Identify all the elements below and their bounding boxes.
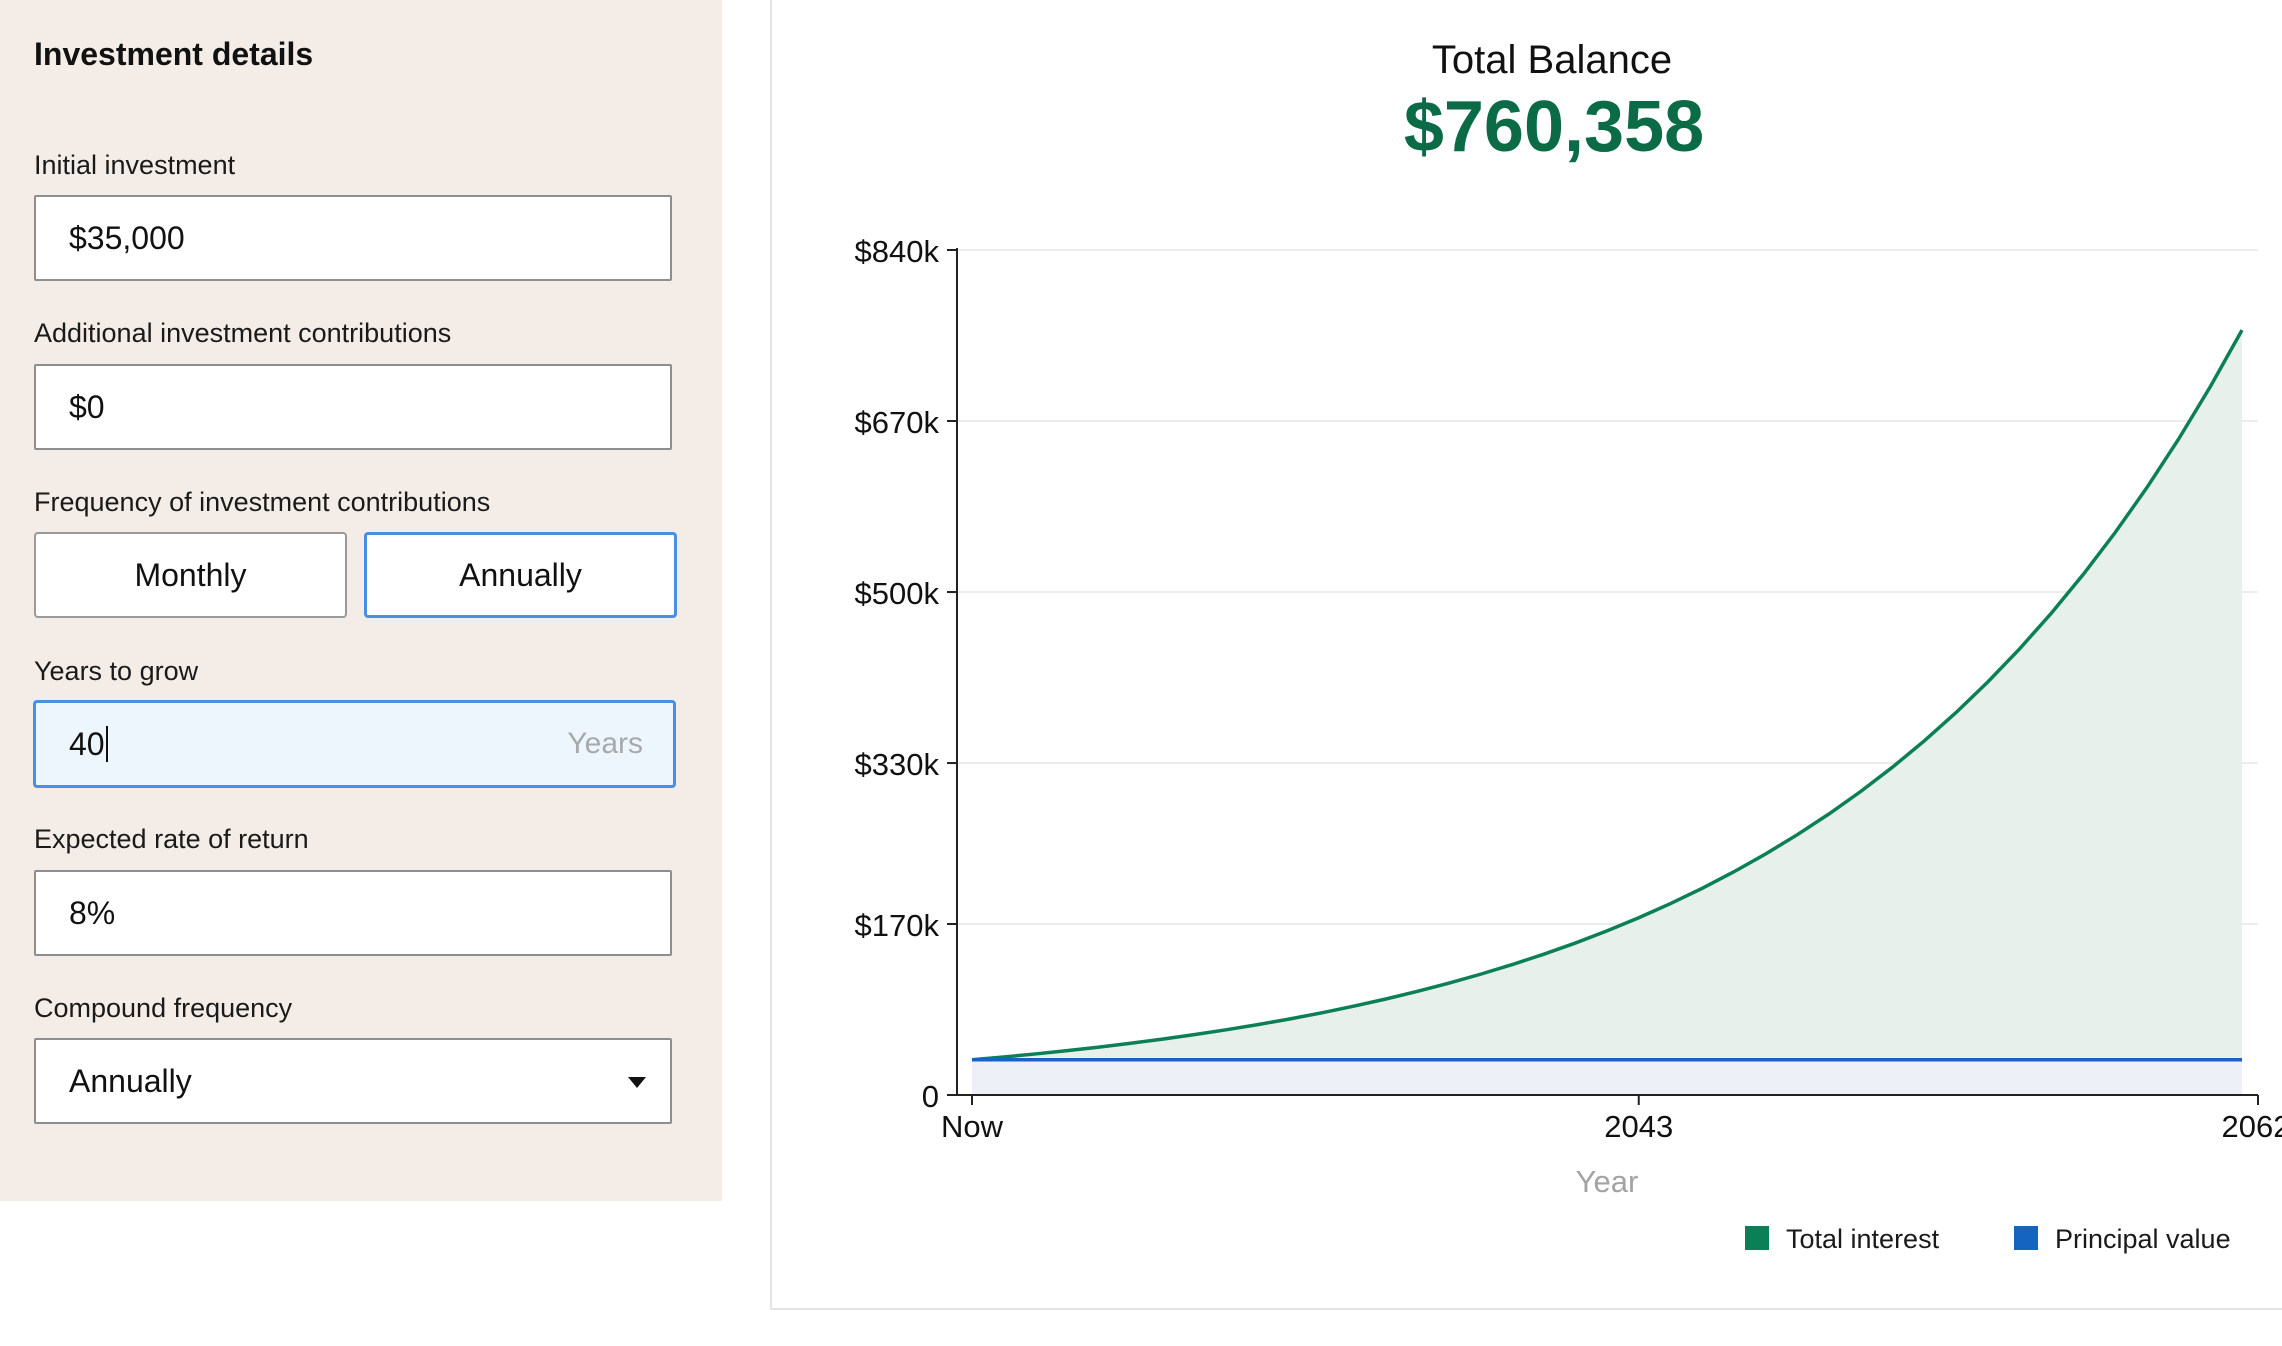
total-balance-label: Total Balance [1431, 38, 1673, 82]
legend-total-interest-label: Total interest [1786, 1224, 1940, 1254]
y-tick-label: $330k [855, 747, 940, 782]
investment-details-panel: Investment details Initial investment $3… [0, 0, 722, 1201]
y-tick-label: $500k [855, 576, 940, 611]
principal-area [972, 1059, 2242, 1095]
y-tick-label: $670k [855, 405, 940, 440]
additional-contributions-value: $0 [69, 388, 105, 425]
rate-of-return-input[interactable]: 8% [34, 870, 672, 956]
years-to-grow-label: Years to grow [34, 656, 199, 686]
years-to-grow-value: 40 [69, 725, 105, 762]
y-tick-label: 0 [922, 1079, 939, 1114]
legend-principal-value-label: Principal value [2055, 1224, 2231, 1254]
years-suffix: Years [567, 727, 643, 760]
additional-contributions-input[interactable]: $0 [34, 364, 672, 450]
panel-title: Investment details [34, 36, 314, 72]
compound-frequency-value: Annually [69, 1062, 192, 1099]
x-tick-label: 2043 [1604, 1109, 1673, 1144]
x-tick-label: 2062 [2222, 1109, 2282, 1144]
initial-investment-label: Initial investment [34, 150, 236, 180]
total-balance-value: $760,358 [1403, 87, 1705, 167]
frequency-monthly-button[interactable]: Monthly [34, 532, 347, 618]
interest-area [972, 330, 2242, 1060]
frequency-annually-button[interactable]: Annually [364, 532, 677, 618]
x-tick-label: Now [941, 1109, 1004, 1144]
initial-investment-value: $35,000 [69, 219, 185, 256]
contribution-frequency-label: Frequency of investment contributions [34, 487, 491, 517]
legend-total-interest-swatch [1745, 1226, 1769, 1250]
text-caret [105, 726, 108, 762]
rate-of-return-label: Expected rate of return [34, 824, 309, 854]
legend-principal-value-swatch [2014, 1226, 2038, 1250]
y-tick-label: $170k [855, 908, 940, 943]
initial-investment-input[interactable]: $35,000 [34, 195, 672, 281]
y-tick-label: $840k [855, 234, 940, 269]
compound-frequency-label: Compound frequency [34, 993, 293, 1023]
years-to-grow-input[interactable]: 40 Years [33, 700, 676, 788]
total-interest-line [971, 329, 2244, 1062]
rate-of-return-value: 8% [69, 894, 116, 931]
x-axis-title: Year [1576, 1164, 1639, 1199]
caret-down-icon [628, 1077, 646, 1088]
additional-contributions-label: Additional investment contributions [34, 318, 452, 348]
compound-frequency-select[interactable]: Annually [34, 1038, 672, 1124]
